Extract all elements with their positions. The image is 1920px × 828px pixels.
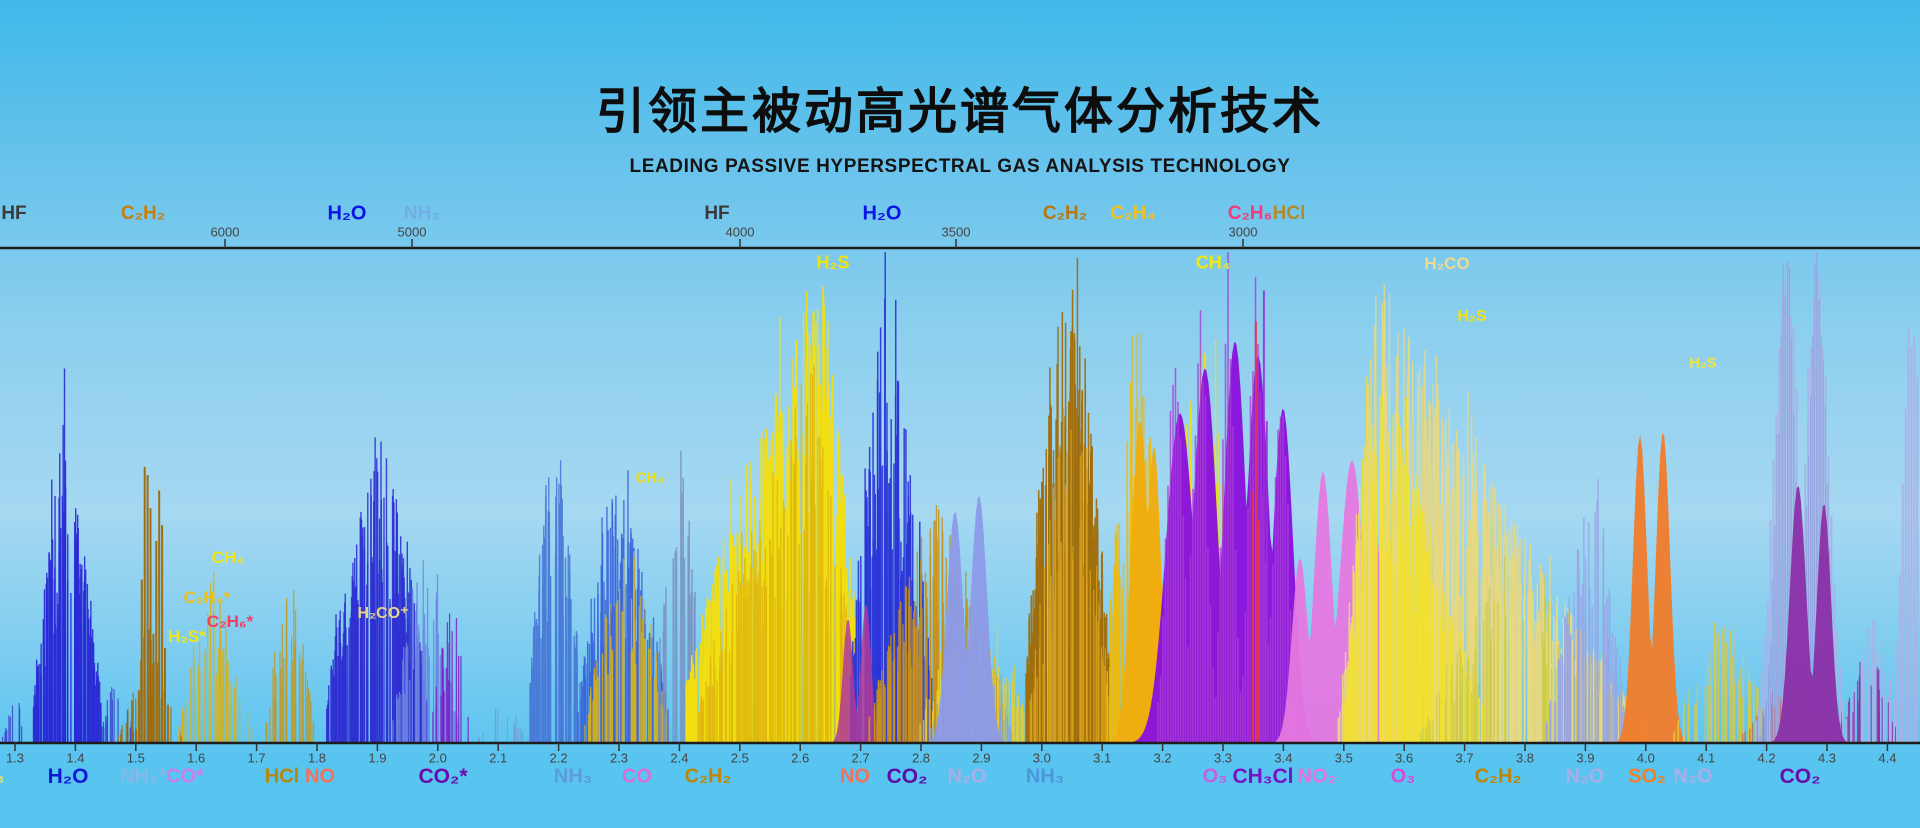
spectral-band (1616, 433, 1687, 743)
spectral-band (831, 605, 883, 743)
spectral-band (927, 496, 1007, 743)
page-title: 引领主被动高光谱气体分析技术 (595, 85, 1324, 139)
page-subtitle: LEADING PASSIVE HYPERSPECTRAL GAS ANALYS… (629, 156, 1291, 177)
spectral-band (1770, 486, 1848, 743)
